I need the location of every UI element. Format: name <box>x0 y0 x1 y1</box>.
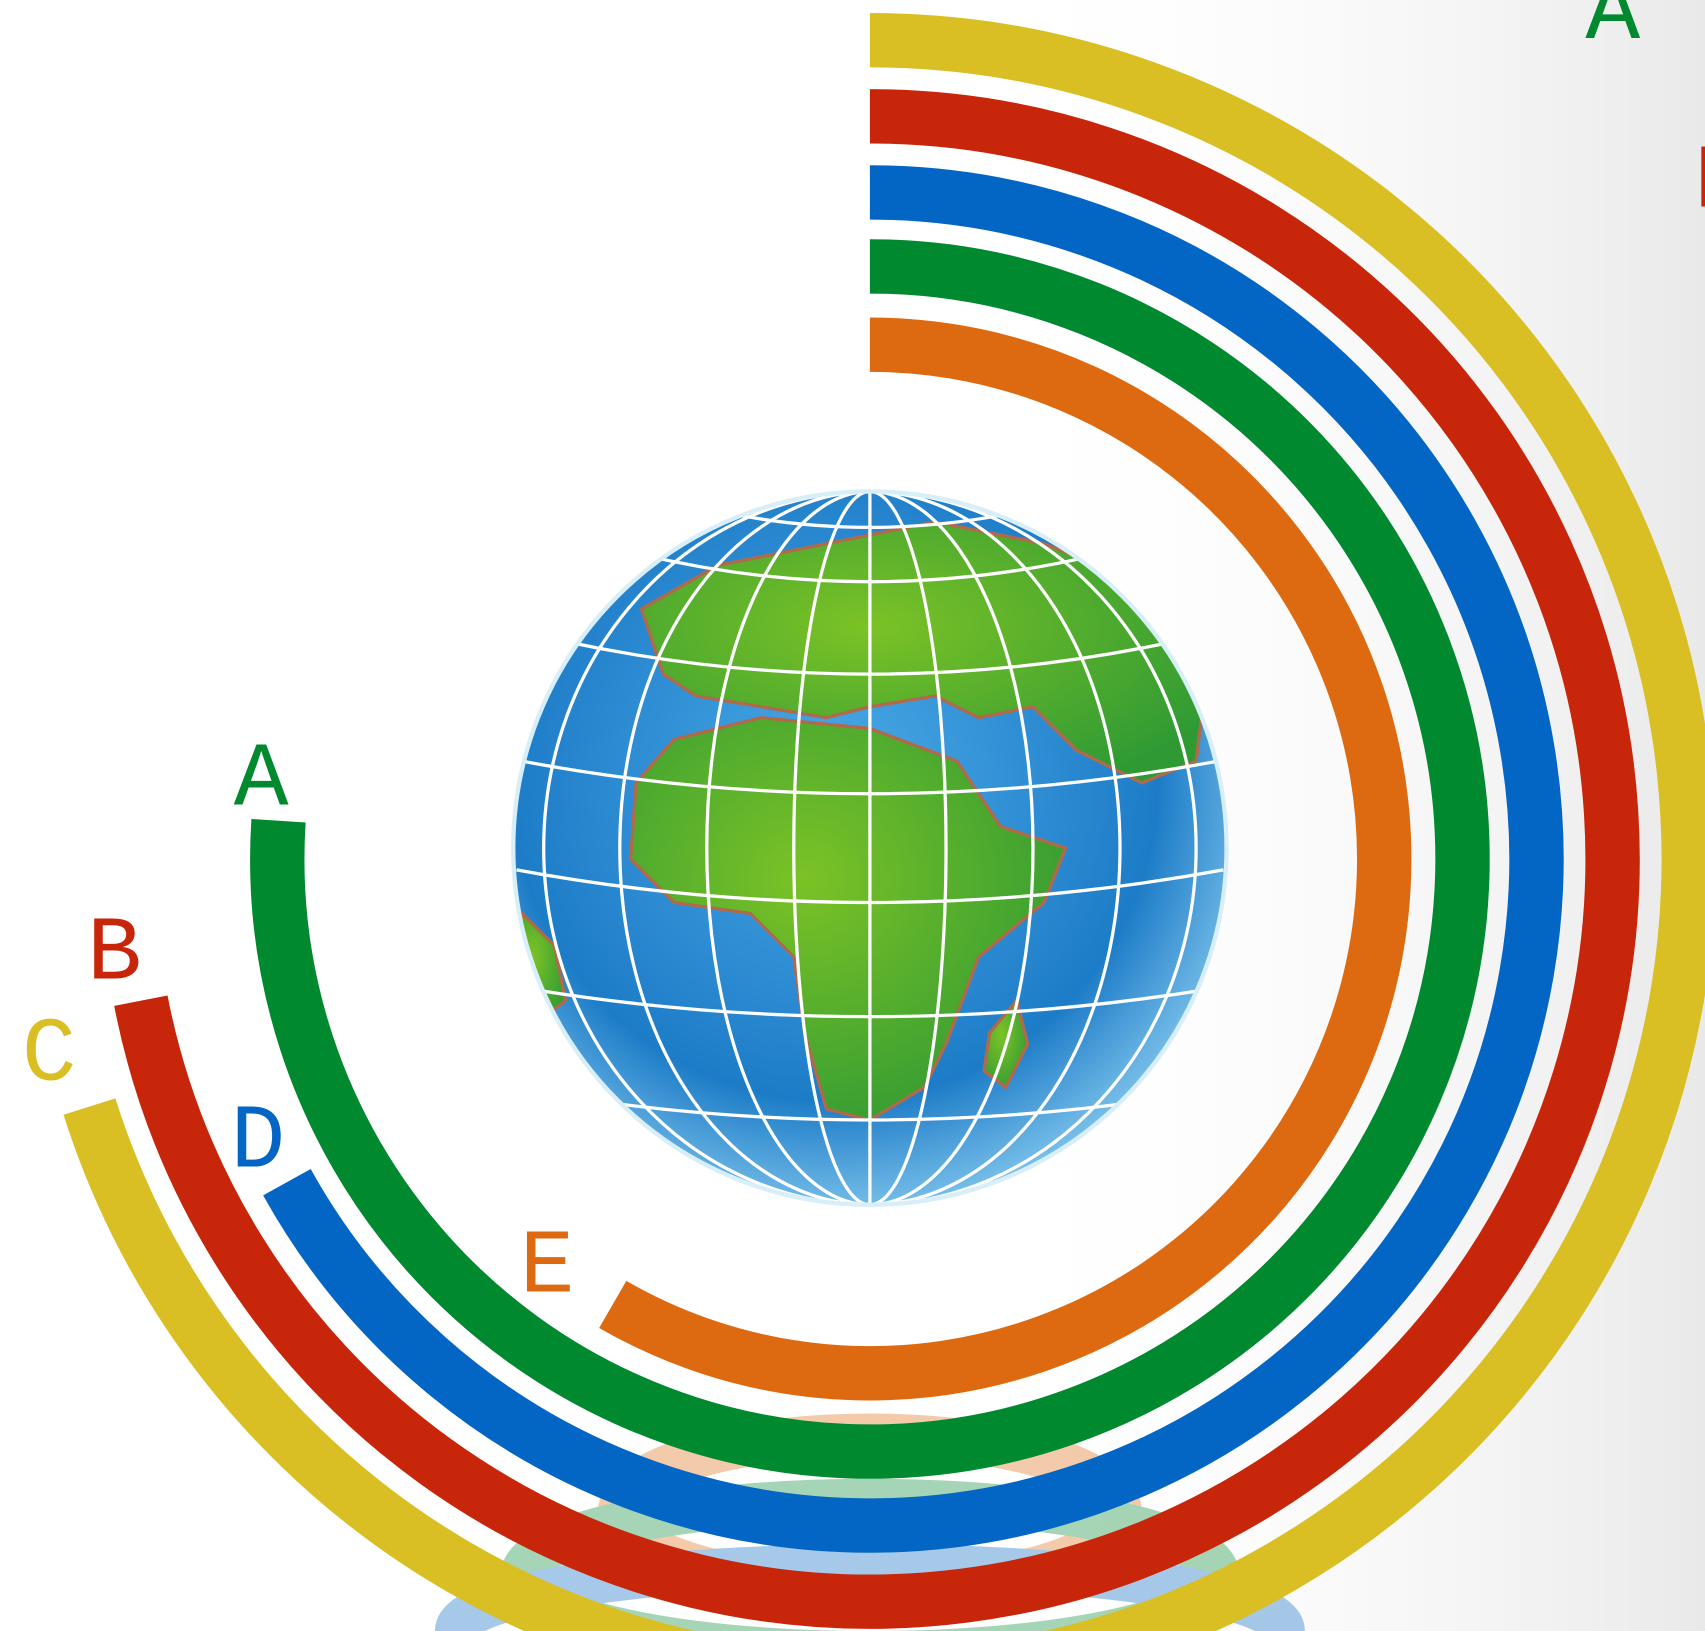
arc <box>250 239 1490 1479</box>
legend-item: A - <box>1585 0 1705 66</box>
label-c: C <box>22 1005 77 1108</box>
arc <box>114 89 1640 1629</box>
legend-item: B <box>1694 132 1705 235</box>
globe <box>511 489 1229 1207</box>
arc <box>63 13 1705 1631</box>
arc <box>599 317 1412 1401</box>
label-e: E <box>520 1217 575 1320</box>
label-b: B <box>87 904 142 1007</box>
label-a: A <box>234 730 289 833</box>
arcs <box>63 13 1705 1631</box>
arc <box>263 165 1564 1553</box>
label-d: D <box>231 1092 286 1195</box>
